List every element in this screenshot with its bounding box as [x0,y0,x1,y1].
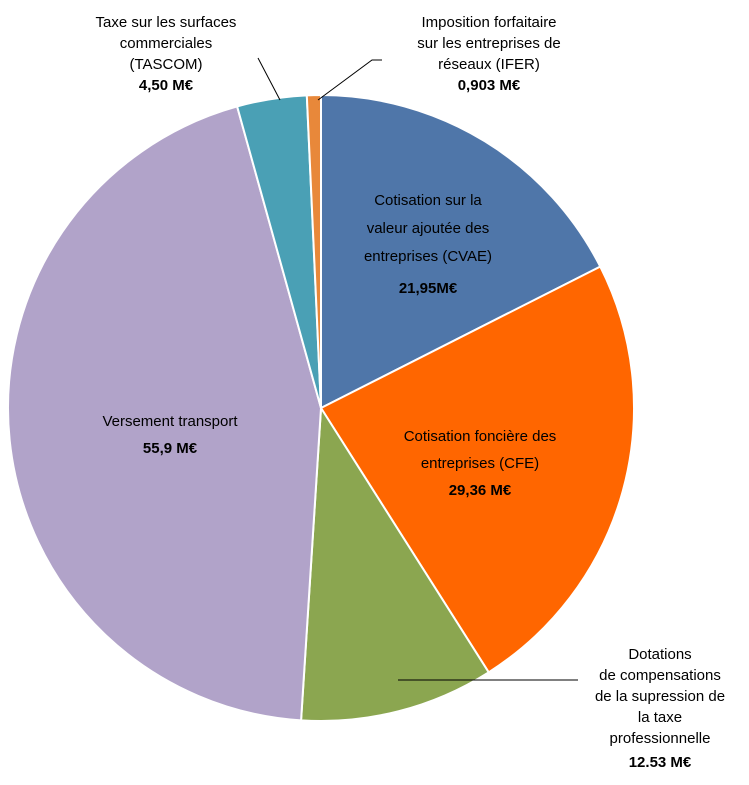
pie-slice [320,93,602,410]
leader-line [257,57,281,101]
slice-label: Dotations de compensations de la supressio… [595,646,725,747]
value-label: 0,903 M€ [458,77,521,94]
slice-label: Versement transport [102,413,238,430]
slices [7,93,635,722]
slice-label: Imposition forfaitaire sur les entreprise… [417,14,560,73]
pie-slice [319,265,635,674]
slice-label: Taxe sur les surfaces commerciales (TASCOM… [96,14,237,73]
pie-slice [305,93,322,409]
value-label: 4,50 M€ [139,77,194,94]
value-label: 29,36 M€ [449,482,512,499]
slice-label: Cotisation sur la valeur ajoutée des entre… [364,192,492,265]
value-label: 21,95M€ [399,280,458,297]
leader-line [317,59,382,101]
pie-slice [7,105,323,722]
value-label: 12.53 M€ [629,754,692,771]
value-label: 55,9 M€ [143,440,198,457]
slice-label: Cotisation foncière des entreprises (CFE) [404,428,557,472]
